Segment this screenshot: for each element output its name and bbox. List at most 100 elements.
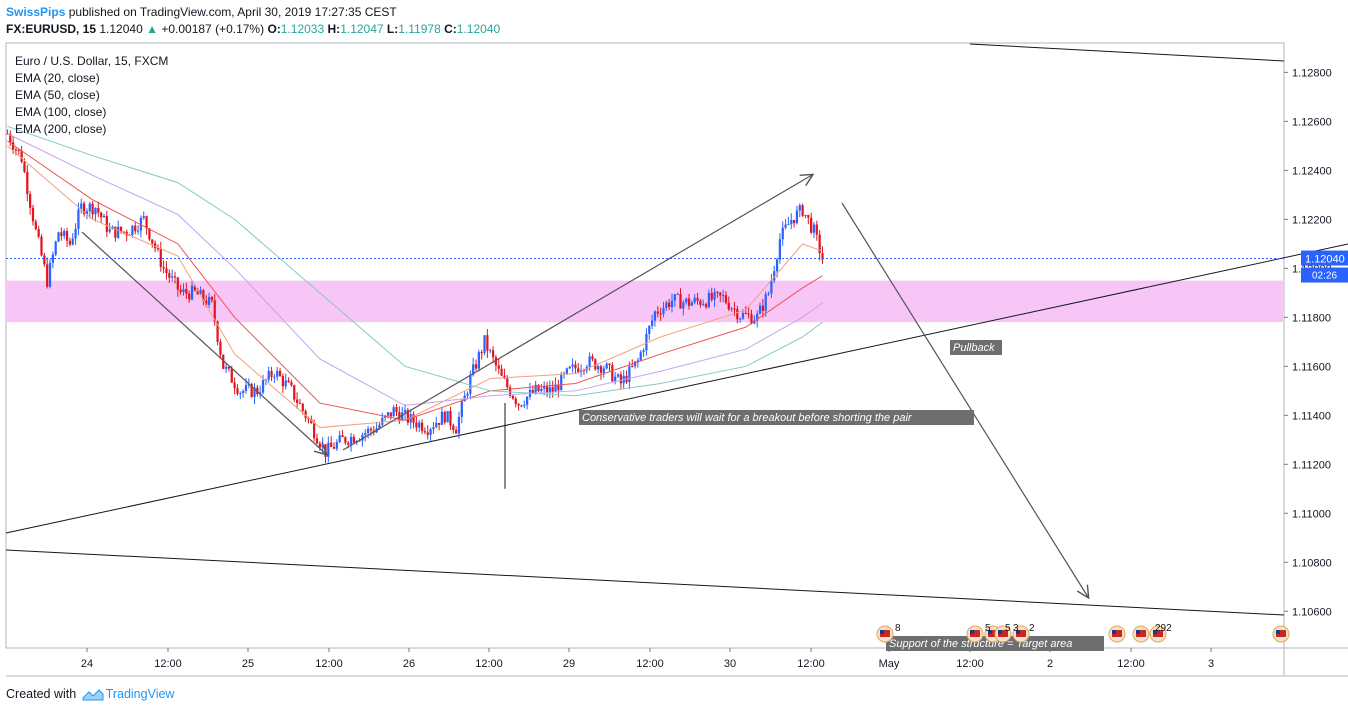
candle-body: [679, 294, 682, 309]
annotation-breakout-bg: [579, 410, 974, 425]
candle-body: [153, 243, 157, 249]
candle-body: [369, 428, 373, 431]
candle-body: [94, 207, 97, 215]
candle-body: [594, 359, 597, 370]
candle-body: [503, 375, 506, 379]
ema-line[interactable]: [7, 125, 823, 397]
candle-body: [551, 387, 554, 393]
candle-body: [696, 297, 699, 301]
candle-body: [364, 433, 367, 435]
event-flag-stripe: [998, 630, 1008, 637]
candle-body: [341, 435, 344, 438]
candle-body: [142, 216, 145, 218]
candle-body: [264, 379, 267, 381]
candle-body: [307, 418, 310, 420]
candle-body: [685, 298, 688, 303]
candle-body: [739, 318, 742, 320]
candle-body: [645, 333, 648, 351]
candle-body: [156, 248, 160, 250]
candle-body: [165, 268, 168, 274]
candle-body: [14, 149, 18, 151]
legend-ema20[interactable]: EMA (20, close): [15, 71, 100, 85]
candle-body: [239, 393, 242, 395]
ema-line[interactable]: [7, 133, 823, 407]
candle-body: [432, 427, 435, 430]
countdown-label: 02:26: [1312, 271, 1337, 282]
candle-body: [412, 414, 415, 423]
candle-body: [202, 290, 205, 301]
symbol-label: FX:EURUSD, 15: [6, 22, 97, 36]
candle-body: [591, 356, 594, 360]
change-value: +0.00187 (+0.17%): [161, 22, 265, 36]
ema-line[interactable]: [7, 140, 823, 421]
candle-body: [733, 308, 736, 310]
candle-body: [34, 221, 37, 230]
x-tick-label: 29: [563, 658, 575, 670]
candle-body: [290, 382, 293, 386]
legend-ema50[interactable]: EMA (50, close): [15, 88, 100, 102]
candle-body: [801, 205, 804, 216]
candle-body: [440, 411, 444, 425]
candle-body: [764, 294, 767, 311]
candle-body: [812, 224, 816, 233]
candle-body: [511, 395, 515, 399]
candle-body: [483, 335, 486, 353]
candle-body: [741, 312, 745, 319]
candle-body: [636, 360, 640, 362]
candle-body: [119, 226, 123, 232]
event-count-label: 2: [1029, 623, 1035, 634]
legend-ema100[interactable]: EMA (100, close): [15, 105, 107, 119]
candle-body: [230, 368, 233, 383]
candle-body: [423, 431, 427, 433]
candle-body: [540, 388, 543, 392]
event-flag-canton: [1016, 630, 1020, 634]
candle-body: [199, 290, 202, 295]
footer: Created with TradingView: [6, 687, 174, 701]
author-name[interactable]: SwissPips: [6, 5, 66, 19]
x-tick-label: 12:00: [315, 658, 343, 670]
candle-body: [358, 440, 361, 442]
candle-body: [213, 300, 216, 322]
candle-body: [270, 370, 273, 377]
candle-body: [531, 389, 534, 393]
candle-body: [537, 384, 540, 392]
y-tick-label: 1.11200: [1292, 459, 1331, 471]
event-flag-stripe: [1016, 630, 1026, 637]
event-flag-canton: [970, 630, 974, 634]
footer-brand[interactable]: TradingView: [105, 687, 175, 701]
candle-body: [361, 434, 364, 441]
chart-pane[interactable]: [5, 42, 1285, 649]
candle-body: [642, 350, 645, 353]
candle-body: [602, 368, 605, 373]
candle-body: [455, 430, 458, 434]
target-arrow-drawing: [841, 202, 1088, 597]
candle-body: [273, 376, 276, 378]
candle-body: [699, 300, 702, 305]
candle-body: [77, 209, 80, 229]
candle-body: [668, 302, 671, 308]
candle-body: [188, 293, 191, 300]
y-tick-label: 1.12200: [1292, 214, 1332, 226]
candle-body: [145, 216, 148, 229]
candle-body: [631, 366, 634, 368]
y-tick-label: 1.11800: [1292, 312, 1331, 324]
legend-ema200[interactable]: EMA (200, close): [15, 122, 107, 136]
open-label: O:: [267, 22, 281, 36]
candle-body: [216, 321, 219, 342]
annotation-pullback: Pullback: [953, 342, 995, 354]
candle-body: [321, 444, 324, 448]
footer-prefix: Created with: [6, 687, 77, 701]
annotation-breakout: Conservative traders will wait for a bre…: [582, 412, 913, 424]
candle-body: [795, 210, 799, 224]
candle-body: [37, 229, 40, 237]
candle-body: [773, 271, 776, 281]
event-flag-stripe: [1276, 630, 1286, 637]
event-count-label: 3: [1013, 623, 1019, 634]
event-count-label: 292: [1155, 623, 1172, 634]
candle-body: [227, 366, 231, 369]
candle-body: [619, 374, 622, 384]
ema-line[interactable]: [7, 145, 823, 429]
candle-body: [792, 219, 796, 224]
low-value: 1.11978: [398, 22, 441, 36]
